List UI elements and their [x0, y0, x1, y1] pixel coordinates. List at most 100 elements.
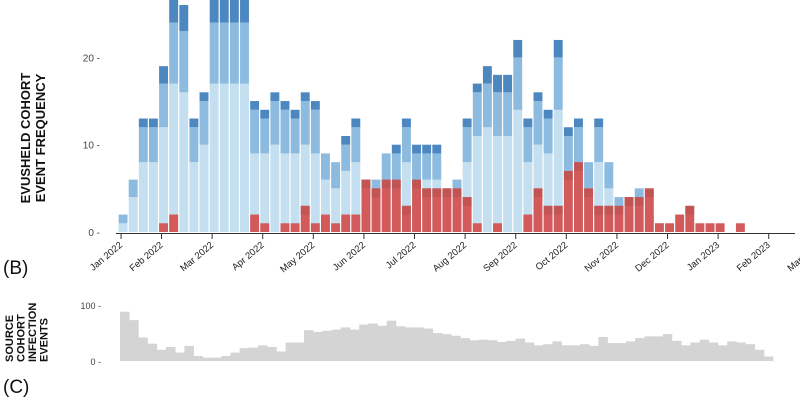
panel-b-blue-bar-segment — [351, 127, 361, 163]
panel-b-red-bar — [715, 223, 725, 232]
panel-c-bar — [202, 357, 213, 361]
panel-c-y-axis-label: SOURCE COHORT INFECTION EVENTS — [4, 303, 51, 362]
panel-c-bar — [469, 340, 480, 361]
panel-b-blue-bar-segment — [563, 135, 573, 171]
panel-c-bar — [497, 341, 507, 361]
panel-c-bar — [653, 336, 664, 361]
panel-b-blue-bar-segment — [310, 109, 320, 154]
panel-b-y-axis-label-line-2: EVENT FREQUENCY — [33, 73, 48, 203]
panel-b-red-bar — [432, 188, 442, 232]
panel-b-blue-bar-segment — [381, 153, 391, 180]
panel-b-x-tick-label: Apr 2022 — [230, 240, 267, 273]
panel-c-y-tick-label: 0 - — [90, 357, 101, 367]
panel-c-bar — [221, 355, 231, 361]
panel-b-blue-bar-segment — [128, 197, 138, 232]
panel-b-blue-bar-segment — [250, 101, 260, 110]
panel-c-bar — [166, 347, 176, 361]
panel-b-blue-bar-segment — [179, 92, 189, 232]
panel-b-blue-bar-segment — [553, 109, 563, 232]
panel-b-red-bar-top-segment — [634, 197, 644, 206]
panel-b-blue-bar-segment — [250, 109, 260, 154]
panel-b-x-tick-label: Feb 2022 — [128, 240, 166, 274]
panel-b-red-bar — [523, 214, 533, 232]
panel-b-blue-bar-segment — [148, 162, 158, 232]
panel-c-bar — [193, 355, 204, 361]
panel-b-blue-bar-segment — [118, 223, 128, 232]
panel-b-red-bar — [391, 179, 401, 232]
panel-b-blue-bar-segment — [179, 5, 189, 32]
panel-c-bar — [699, 339, 710, 361]
panel-c-bar — [570, 345, 581, 361]
panel-c-bar — [368, 323, 378, 361]
panel-b-red-bar — [624, 197, 634, 232]
panel-b-blue-bar-segment — [189, 162, 199, 232]
panel-b-blue-bar-segment — [412, 144, 421, 154]
panel-b-blue-bar-segment — [159, 83, 168, 128]
panel-b-blue-bar-segment — [290, 109, 300, 119]
panel-b-x-tick-label: Oct 2022 — [534, 240, 571, 273]
panel-b-blue-bar-segment — [321, 153, 330, 180]
panel-b-red-bar-top-segment — [685, 205, 695, 215]
panel-b-y-tick-label: 20 - — [83, 53, 100, 64]
panel-b-red-bar — [422, 188, 432, 232]
panel-b-red-bar — [381, 179, 391, 232]
panel-b-x-tick-label: Jul 2022 — [384, 240, 419, 272]
panel-b-red-bar — [250, 214, 260, 232]
panel-c-bar — [561, 345, 572, 361]
panel-b-red-bar — [634, 197, 644, 232]
panel-b-blue-bar-segment — [462, 118, 472, 128]
panel-b-red-bar — [351, 214, 361, 232]
panel-b-blue-bar-segment — [543, 153, 553, 232]
panel-b-red-bar-top-segment — [543, 205, 553, 215]
panel-b-letter: (B) — [3, 258, 29, 279]
panel-b-blue-bar-segment — [148, 127, 158, 163]
panel-c-bar — [423, 328, 434, 361]
panel-b-blue-bar-segment — [472, 92, 482, 136]
panel-c-bar — [478, 339, 489, 361]
panel-b-blue-bar-segment — [240, 22, 249, 84]
panel-c-bar — [184, 345, 194, 361]
panel-b-red-bar — [614, 205, 624, 232]
panel-b-x-tick-label: Mar 2022 — [178, 240, 216, 274]
panel-b-red-bar — [594, 205, 604, 232]
panel-b-red-bar — [644, 188, 654, 232]
panel-b-blue-bar-segment — [482, 66, 492, 84]
panel-b-red-bar-top-segment — [452, 188, 462, 198]
panel-c-letter: (C) — [3, 377, 30, 398]
panel-c-bar — [718, 345, 728, 361]
panel-b-blue-bar-segment — [260, 118, 270, 154]
panel-b-blue-bar-segment — [391, 153, 401, 180]
panel-b-blue-bar-segment — [533, 92, 543, 102]
panel-c-bar — [708, 342, 719, 361]
panel-b-blue-bar-segment — [169, 83, 179, 232]
panel-b-red-bar — [260, 223, 270, 232]
panel-b-blue-bar-segment — [290, 153, 300, 232]
panel-c-bar — [156, 349, 167, 361]
panel-c-bar — [626, 341, 636, 361]
panel-b-red-bar-top-segment — [442, 188, 452, 198]
panel-b-blue-bar-segment — [341, 135, 351, 145]
panel-b-blue-bar-segment — [209, 83, 219, 232]
panel-b-blue-bar-segment — [412, 153, 421, 180]
panel-b-blue-bar-segment — [219, 22, 229, 84]
panel-b-red-bar — [452, 188, 462, 232]
panel-c-bar — [313, 331, 323, 361]
panel-b-y-axis-label-line-1: EVUSHELD COHORT — [18, 72, 33, 204]
panel-b-red-bar-top-segment — [361, 179, 371, 189]
panel-b-blue-bar-segment — [553, 39, 563, 58]
panel-b-red-bar — [493, 223, 502, 232]
panel-b-blue-bar-segment — [199, 92, 209, 102]
panel-b-bars — [118, 0, 745, 232]
panel-b-x-tick-label: Feb 2023 — [735, 240, 773, 274]
panel-c-area — [120, 311, 774, 361]
panel-b-red-bar — [472, 223, 482, 232]
panel-b-red-bar-top-segment — [644, 188, 654, 198]
panel-b-blue-bar-segment — [240, 0, 249, 23]
panel-b-blue-bar-segment — [543, 118, 553, 154]
panel-c-bar — [230, 352, 240, 361]
panel-c-bar — [248, 347, 259, 361]
panel-b-blue-bar-segment — [290, 118, 300, 154]
panel-b-x-tick-label: May 2022 — [278, 240, 317, 275]
panel-b-red-bar — [553, 205, 563, 232]
panel-b-blue-bar-segment — [341, 170, 351, 232]
